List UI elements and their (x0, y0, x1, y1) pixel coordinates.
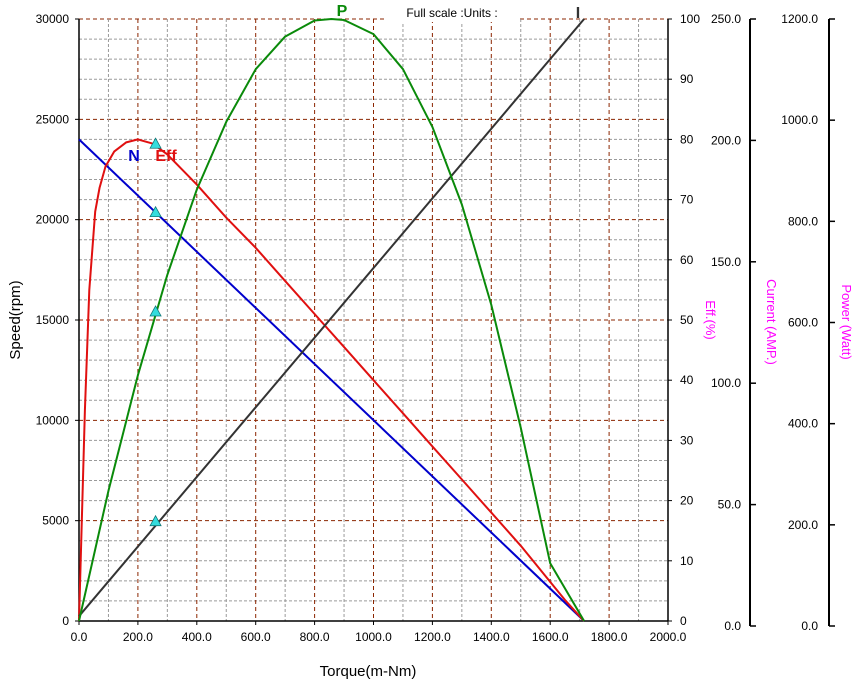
x-tick-label: 2000.0 (650, 630, 687, 644)
current-tick-label: 250.0 (711, 12, 741, 26)
power-tick-label: 1200.0 (781, 12, 818, 26)
x-tick-label: 1400.0 (473, 630, 510, 644)
power-tick-label: 800.0 (788, 214, 818, 228)
series-label-n: N (128, 148, 140, 165)
series-line-i (78, 18, 585, 617)
eff-tick-label: 20 (680, 494, 694, 508)
eff-tick-label: 60 (680, 253, 694, 267)
x-axis-title: Torque(m-Nm) (320, 663, 417, 680)
axes: 0.0 200.0 400.0 600.0 800.0 1000.0 1200.0 1400.… (36, 12, 835, 644)
x-tick-label: 200.0 (123, 630, 153, 644)
speed-tick-label: 15000 (36, 313, 70, 327)
current-tick-label: 50.0 (718, 498, 742, 512)
eff-tick-label: 0 (680, 614, 687, 628)
eff-tick-label: 30 (680, 433, 694, 447)
x-tick-label: 1200.0 (414, 630, 451, 644)
eff-axis-title: Eff.(%) (703, 300, 718, 340)
series-label-eff: Eff (155, 148, 177, 165)
header-note: Full scale :Units : (406, 6, 497, 20)
eff-tick-label: 100 (680, 12, 700, 26)
series-label-p: P (337, 3, 348, 20)
header-note-box (384, 2, 520, 22)
speed-tick-label: 30000 (36, 12, 70, 26)
speed-tick-label: 10000 (36, 413, 70, 427)
eff-tick-label: 90 (680, 72, 694, 86)
power-tick-label: 600.0 (788, 316, 818, 330)
triangle-marker (149, 205, 162, 218)
marker-layer (149, 137, 162, 527)
series-label-i: I (576, 5, 580, 22)
x-tick-label: 1800.0 (591, 630, 628, 644)
power-tick-label: 200.0 (788, 518, 818, 532)
speed-tick-label: 0 (62, 614, 69, 628)
x-tick-label: 1000.0 (355, 630, 392, 644)
eff-tick-label: 40 (680, 373, 694, 387)
eff-tick-label: 70 (680, 193, 694, 207)
x-tick-label: 800.0 (300, 630, 330, 644)
power-tick-label: 400.0 (788, 417, 818, 431)
current-axis-title: Current (AMP.) (764, 279, 779, 365)
x-tick-label: 0.0 (71, 630, 88, 644)
power-tick-label: 1000.0 (781, 113, 818, 127)
grid (78, 18, 669, 622)
current-tick-label: 100.0 (711, 376, 741, 390)
x-tick-label: 1600.0 (532, 630, 569, 644)
triangle-marker (149, 137, 162, 149)
eff-tick-label: 10 (680, 554, 694, 568)
eff-tick-label: 50 (680, 313, 694, 327)
current-tick-label: 200.0 (711, 133, 741, 147)
eff-tick-label: 80 (680, 132, 694, 146)
series-line-eff (78, 138, 585, 622)
speed-tick-label: 25000 (36, 112, 70, 126)
x-tick-label: 600.0 (241, 630, 271, 644)
current-tick-label: 150.0 (711, 255, 741, 269)
power-tick-label: 0.0 (801, 619, 818, 633)
triangle-marker (149, 514, 162, 527)
speed-tick-label: 20000 (36, 213, 70, 227)
triangle-marker (149, 305, 162, 317)
speed-tick-label: 5000 (42, 514, 69, 528)
power-axis-title: Power (Watt) (839, 284, 854, 359)
speed-axis-title: Speed(rpm) (7, 280, 24, 359)
label-layer: Full scale :Units : Torque(m-Nm) Speed(r… (7, 2, 854, 680)
series-line-p (78, 18, 585, 622)
current-tick-label: 0.0 (724, 619, 741, 633)
series-layer (78, 18, 585, 622)
x-tick-label: 400.0 (182, 630, 212, 644)
series-line-n (78, 138, 585, 622)
